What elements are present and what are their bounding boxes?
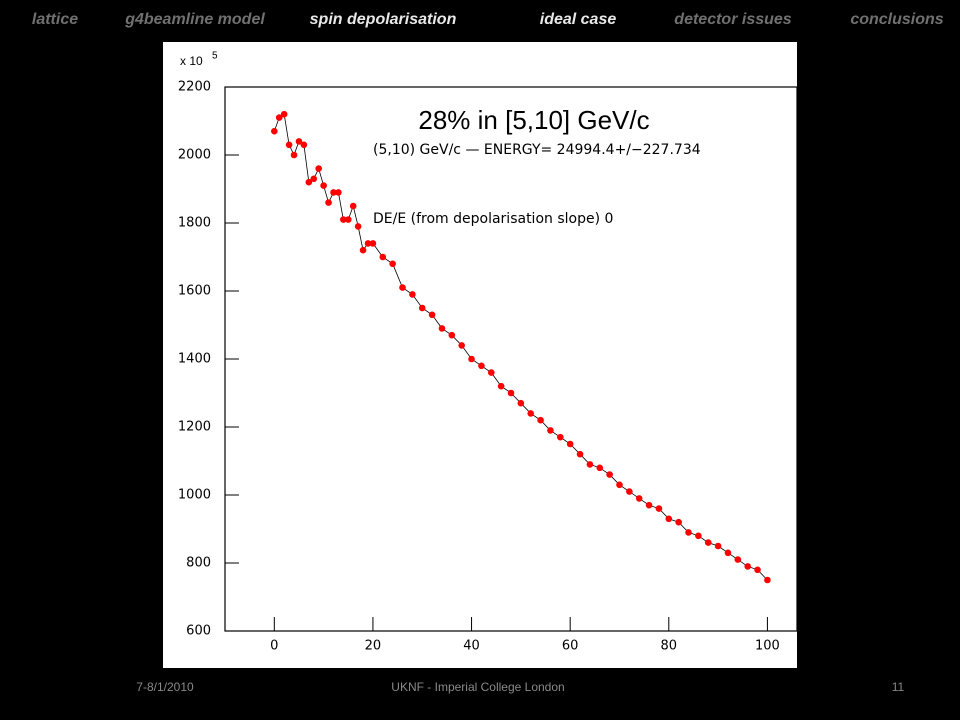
data-point [354,223,362,230]
footer-venue: UKNF - Imperial College London [391,680,564,694]
data-point [389,260,396,268]
y-tick-label: 1800 [178,216,211,231]
data-point [295,138,303,145]
data-point [685,529,692,536]
data-point [359,246,367,254]
data-point [409,291,416,298]
data-point [320,182,327,189]
data-point [330,189,337,196]
annotation: (5,10) GeV/c — ENERGY= 24994.4+/−227.734 [373,142,701,158]
data-point [606,471,613,478]
y-tick-label: 800 [186,556,211,571]
data-point [300,141,308,149]
nav-item: spin depolarisation [310,11,457,28]
footer-date: 7-8/1/2010 [136,680,194,694]
x-tick-label: 60 [562,639,579,654]
nav-item: detector issues [674,11,791,28]
data-point [340,216,347,223]
x-tick-label: 80 [661,639,678,654]
footer-page: 11 [892,680,905,694]
data-point [399,284,406,291]
data-point [635,495,643,502]
y-tick-label: 1600 [178,284,211,299]
data-point [448,331,456,339]
data-point [325,199,332,206]
data-point [616,481,623,489]
y-tick-label: 1400 [178,352,211,367]
x-tick-label: 0 [270,639,278,654]
axis-exponent: 5 [212,51,218,62]
data-point [576,450,584,458]
data-point [364,240,372,247]
axis-multiplier: x 10 [180,54,203,68]
chart-title: 28% in [5,10] GeV/c [418,105,649,135]
y-tick-label: 1200 [178,420,211,435]
data-point [586,461,594,468]
data-point [675,518,682,526]
data-point [764,576,771,584]
data-point [507,389,515,397]
data-point [344,216,352,223]
y-tick-label: 1000 [178,488,211,503]
data-point [497,382,505,390]
data-point [468,355,475,363]
annotation: DE/E (from depolarisation slope) 0 [373,211,613,227]
x-tick-label: 20 [365,639,382,654]
data-point [478,362,485,370]
data-point [704,539,712,546]
y-tick-label: 2200 [178,80,211,95]
data-point [369,240,377,247]
data-point [645,501,653,509]
data-point [547,427,554,434]
data-point [458,342,465,349]
data-point [557,433,564,441]
data-point [310,175,318,183]
data-point [428,311,436,319]
data-point [734,556,742,563]
data-point [349,202,357,210]
nav-item: conclusions [850,11,943,28]
y-tick-label: 600 [186,624,211,639]
data-point [305,178,313,186]
data-point [517,399,525,407]
data-point [285,141,293,149]
y-tick-label: 2000 [178,148,211,163]
x-tick-label: 40 [463,639,480,654]
data-point [655,505,663,512]
data-point [280,110,288,118]
nav-item: ideal case [540,11,617,28]
data-point [566,440,574,448]
data-point [379,253,387,261]
data-point [271,127,278,135]
nav-item: lattice [32,11,78,28]
data-point [537,416,544,424]
data-point [527,410,535,417]
data-point [724,549,732,557]
data-point [315,165,322,172]
data-point [335,189,342,196]
data-point [714,542,722,550]
data-point [626,488,633,495]
data-point [695,532,702,540]
nav-item: g4beamline model [124,11,265,28]
data-point [275,114,283,121]
data-point [665,515,673,523]
data-point [290,151,298,159]
data-point [418,304,426,312]
chart-panel [163,42,797,668]
data-point [487,369,495,376]
data-point [754,566,761,574]
data-point [438,325,446,332]
x-tick-label: 100 [755,639,780,654]
data-point [744,563,751,570]
data-point [596,464,604,472]
